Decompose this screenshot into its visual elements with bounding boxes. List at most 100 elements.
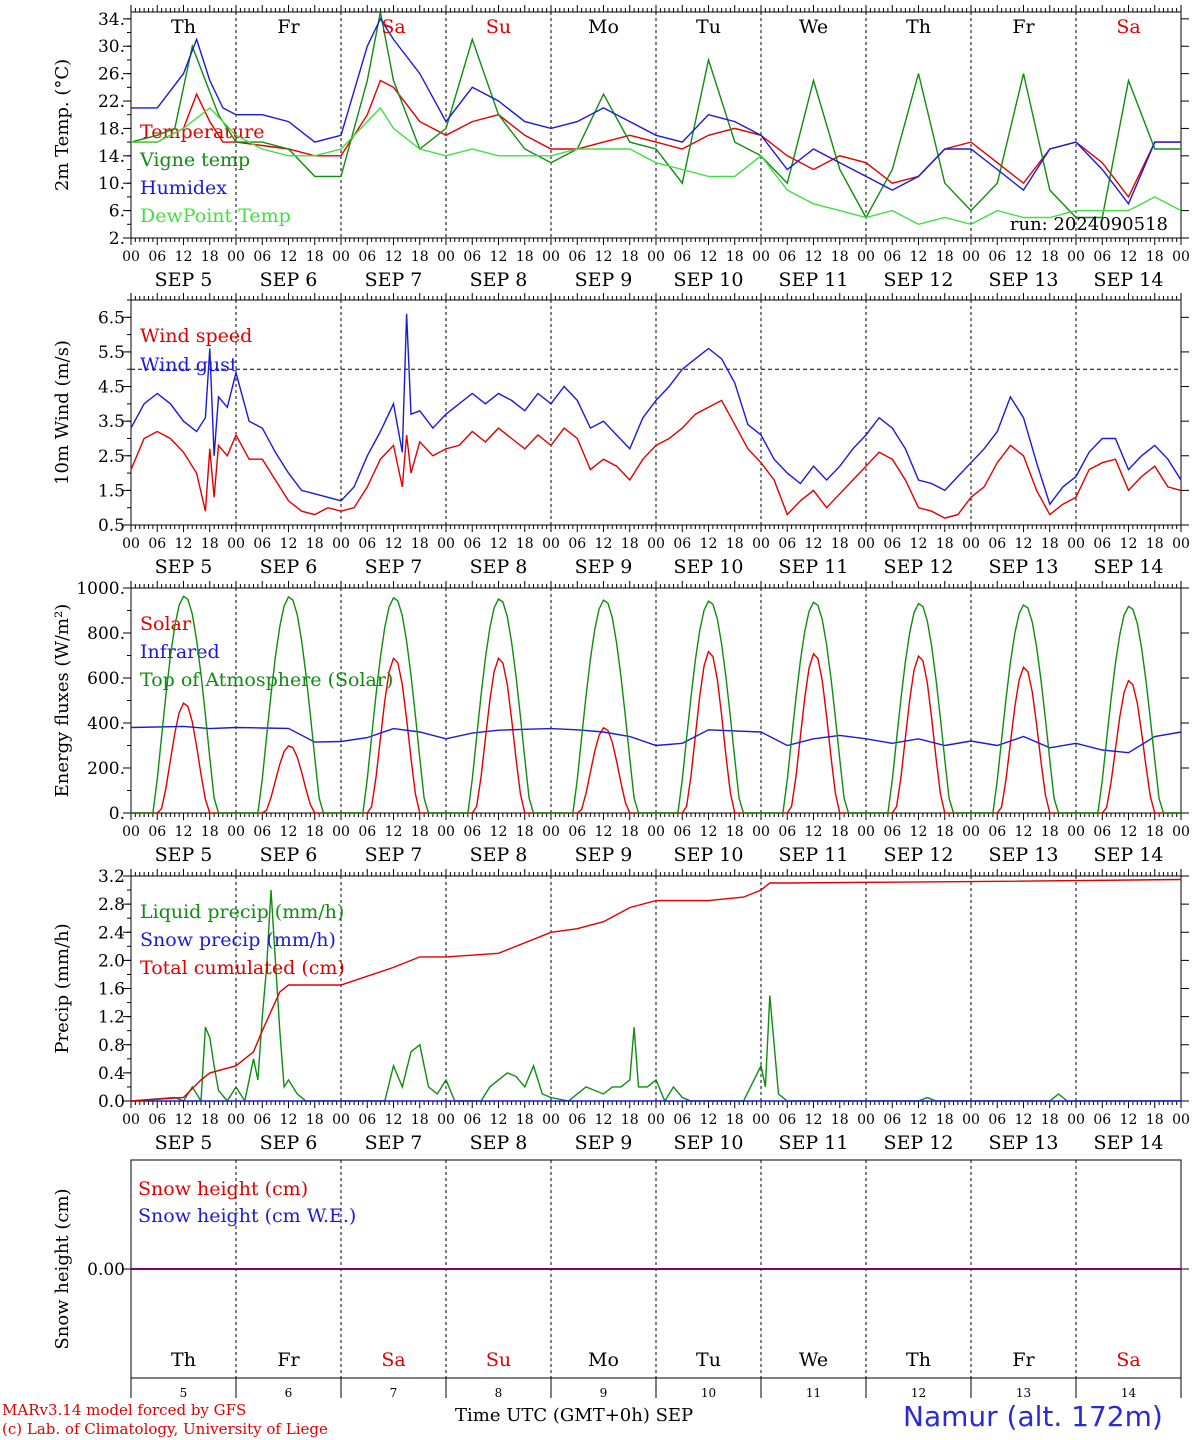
hour-label: 06 (253, 1112, 271, 1128)
hour-label: 06 (778, 1112, 796, 1128)
hour-label: 12 (1015, 536, 1033, 552)
hour-label: 12 (385, 824, 403, 840)
hour-label: 06 (778, 824, 796, 840)
hour-label: 18 (516, 1112, 534, 1128)
hour-label: 00 (227, 824, 245, 840)
hour-label: 12 (490, 1112, 508, 1128)
date-label: SEP 12 (884, 844, 954, 866)
hour-label: 18 (831, 1112, 849, 1128)
hour-label: 00 (962, 536, 980, 552)
y-tick-label: 10. (98, 174, 125, 194)
date-label: SEP 7 (365, 844, 423, 866)
y-tick-label: 14. (98, 147, 125, 167)
hour-label: 18 (306, 1112, 324, 1128)
hour-label: 06 (568, 824, 586, 840)
hour-label: 00 (542, 249, 560, 265)
hour-label: 12 (1120, 536, 1138, 552)
date-label: SEP 11 (779, 556, 849, 578)
hour-label: 00 (332, 249, 350, 265)
y-tick-label: 2.4 (98, 923, 125, 943)
y-tick-label: 0.0 (98, 1092, 125, 1112)
day-label: Sa (1116, 1349, 1140, 1371)
hour-label: 00 (542, 1112, 560, 1128)
legend-entry-4: DewPoint Temp (140, 205, 291, 227)
day-label: Fr (277, 1349, 300, 1371)
hour-label: 06 (673, 536, 691, 552)
series-line-2 (130, 725, 1182, 754)
hour-label: 18 (1146, 824, 1164, 840)
date-label: SEP 7 (365, 269, 423, 291)
legend-entry-2: Vigne temp (139, 149, 250, 171)
hour-label: 00 (437, 824, 455, 840)
hour-label: 06 (883, 536, 901, 552)
hour-label: 06 (568, 249, 586, 265)
hour-label: 00 (647, 824, 665, 840)
y-tick-label: 2. (109, 229, 125, 249)
hour-label: 06 (463, 536, 481, 552)
hour-label: 18 (621, 1112, 639, 1128)
day-label: Mo (588, 16, 619, 38)
legend-entry-3: Total cumulated (cm) (140, 957, 345, 979)
day-label: Th (171, 1349, 196, 1371)
hour-label: 12 (805, 249, 823, 265)
hour-label: 18 (936, 536, 954, 552)
hour-label: 12 (805, 824, 823, 840)
plot-frame (130, 587, 1182, 814)
y-tick-label: 1.2 (98, 1008, 125, 1028)
panel-5: 0.00 Snow height (cm) Snow height (cm) Snow… (52, 1159, 1189, 1400)
hour-label: 00 (542, 824, 560, 840)
hour-label: 18 (201, 249, 219, 265)
hour-label: 12 (700, 249, 718, 265)
y-tick-label: 4.5 (98, 378, 125, 398)
hour-label: 00 (437, 536, 455, 552)
station-label: Namur (alt. 172m) (903, 1400, 1163, 1433)
day-label: Fr (277, 16, 300, 38)
y-tick-label: 5.5 (98, 343, 125, 363)
hour-label: 12 (1015, 824, 1033, 840)
hour-label: 12 (175, 536, 193, 552)
hour-label: 06 (253, 249, 271, 265)
hour-label: 18 (936, 824, 954, 840)
hour-label: 12 (595, 1112, 613, 1128)
date-label: SEP 14 (1094, 1132, 1164, 1154)
date-label: SEP 9 (575, 269, 633, 291)
date-label: SEP 13 (989, 1132, 1059, 1154)
legend-entry-1: Liquid precip (mm/h) (140, 901, 344, 923)
hour-label: 06 (148, 824, 166, 840)
hour-label: 12 (385, 1112, 403, 1128)
date-label: SEP 9 (575, 844, 633, 866)
day-label: We (799, 1349, 828, 1371)
hour-label: 06 (1093, 1112, 1111, 1128)
hour-label: 06 (778, 536, 796, 552)
y-axis-label: 10m Wind (m/s) (52, 340, 73, 485)
y-tick-label: 18. (98, 119, 125, 139)
hour-label: 12 (700, 536, 718, 552)
hour-label: 06 (253, 824, 271, 840)
hour-label: 18 (1041, 249, 1059, 265)
hour-label: 18 (306, 824, 324, 840)
y-tick-label: 6.5 (98, 308, 125, 328)
date-label: SEP 12 (884, 556, 954, 578)
y-tick-label: 30. (98, 37, 125, 57)
day-label: Fr (1012, 16, 1035, 38)
hour-label: 06 (1093, 824, 1111, 840)
hour-label: 12 (280, 249, 298, 265)
date-label: SEP 12 (884, 269, 954, 291)
hour-label: 18 (411, 824, 429, 840)
y-tick-label: 0.8 (98, 1036, 125, 1056)
date-label: SEP 10 (674, 556, 744, 578)
hour-label: 00 (647, 249, 665, 265)
hour-label: 00 (1067, 249, 1085, 265)
y-tick-label: 2.0 (98, 951, 125, 971)
hour-label: 06 (988, 536, 1006, 552)
hour-label: 00 (227, 536, 245, 552)
series-line-1 (130, 399, 1182, 519)
panel-1: 2.6.10.14.18.22.26.30.34.2m Temp. (°C) Te… (52, 5, 1190, 291)
date-label: SEP 8 (470, 844, 528, 866)
hour-label: 06 (883, 824, 901, 840)
y-axis-label: Precip (mm/h) (52, 923, 73, 1053)
day-label: Tu (696, 1349, 721, 1371)
hour-label: 12 (1015, 249, 1033, 265)
date-label: SEP 5 (155, 556, 213, 578)
model-credit: MARv3.14 model forced by GFS (2, 1401, 247, 1419)
